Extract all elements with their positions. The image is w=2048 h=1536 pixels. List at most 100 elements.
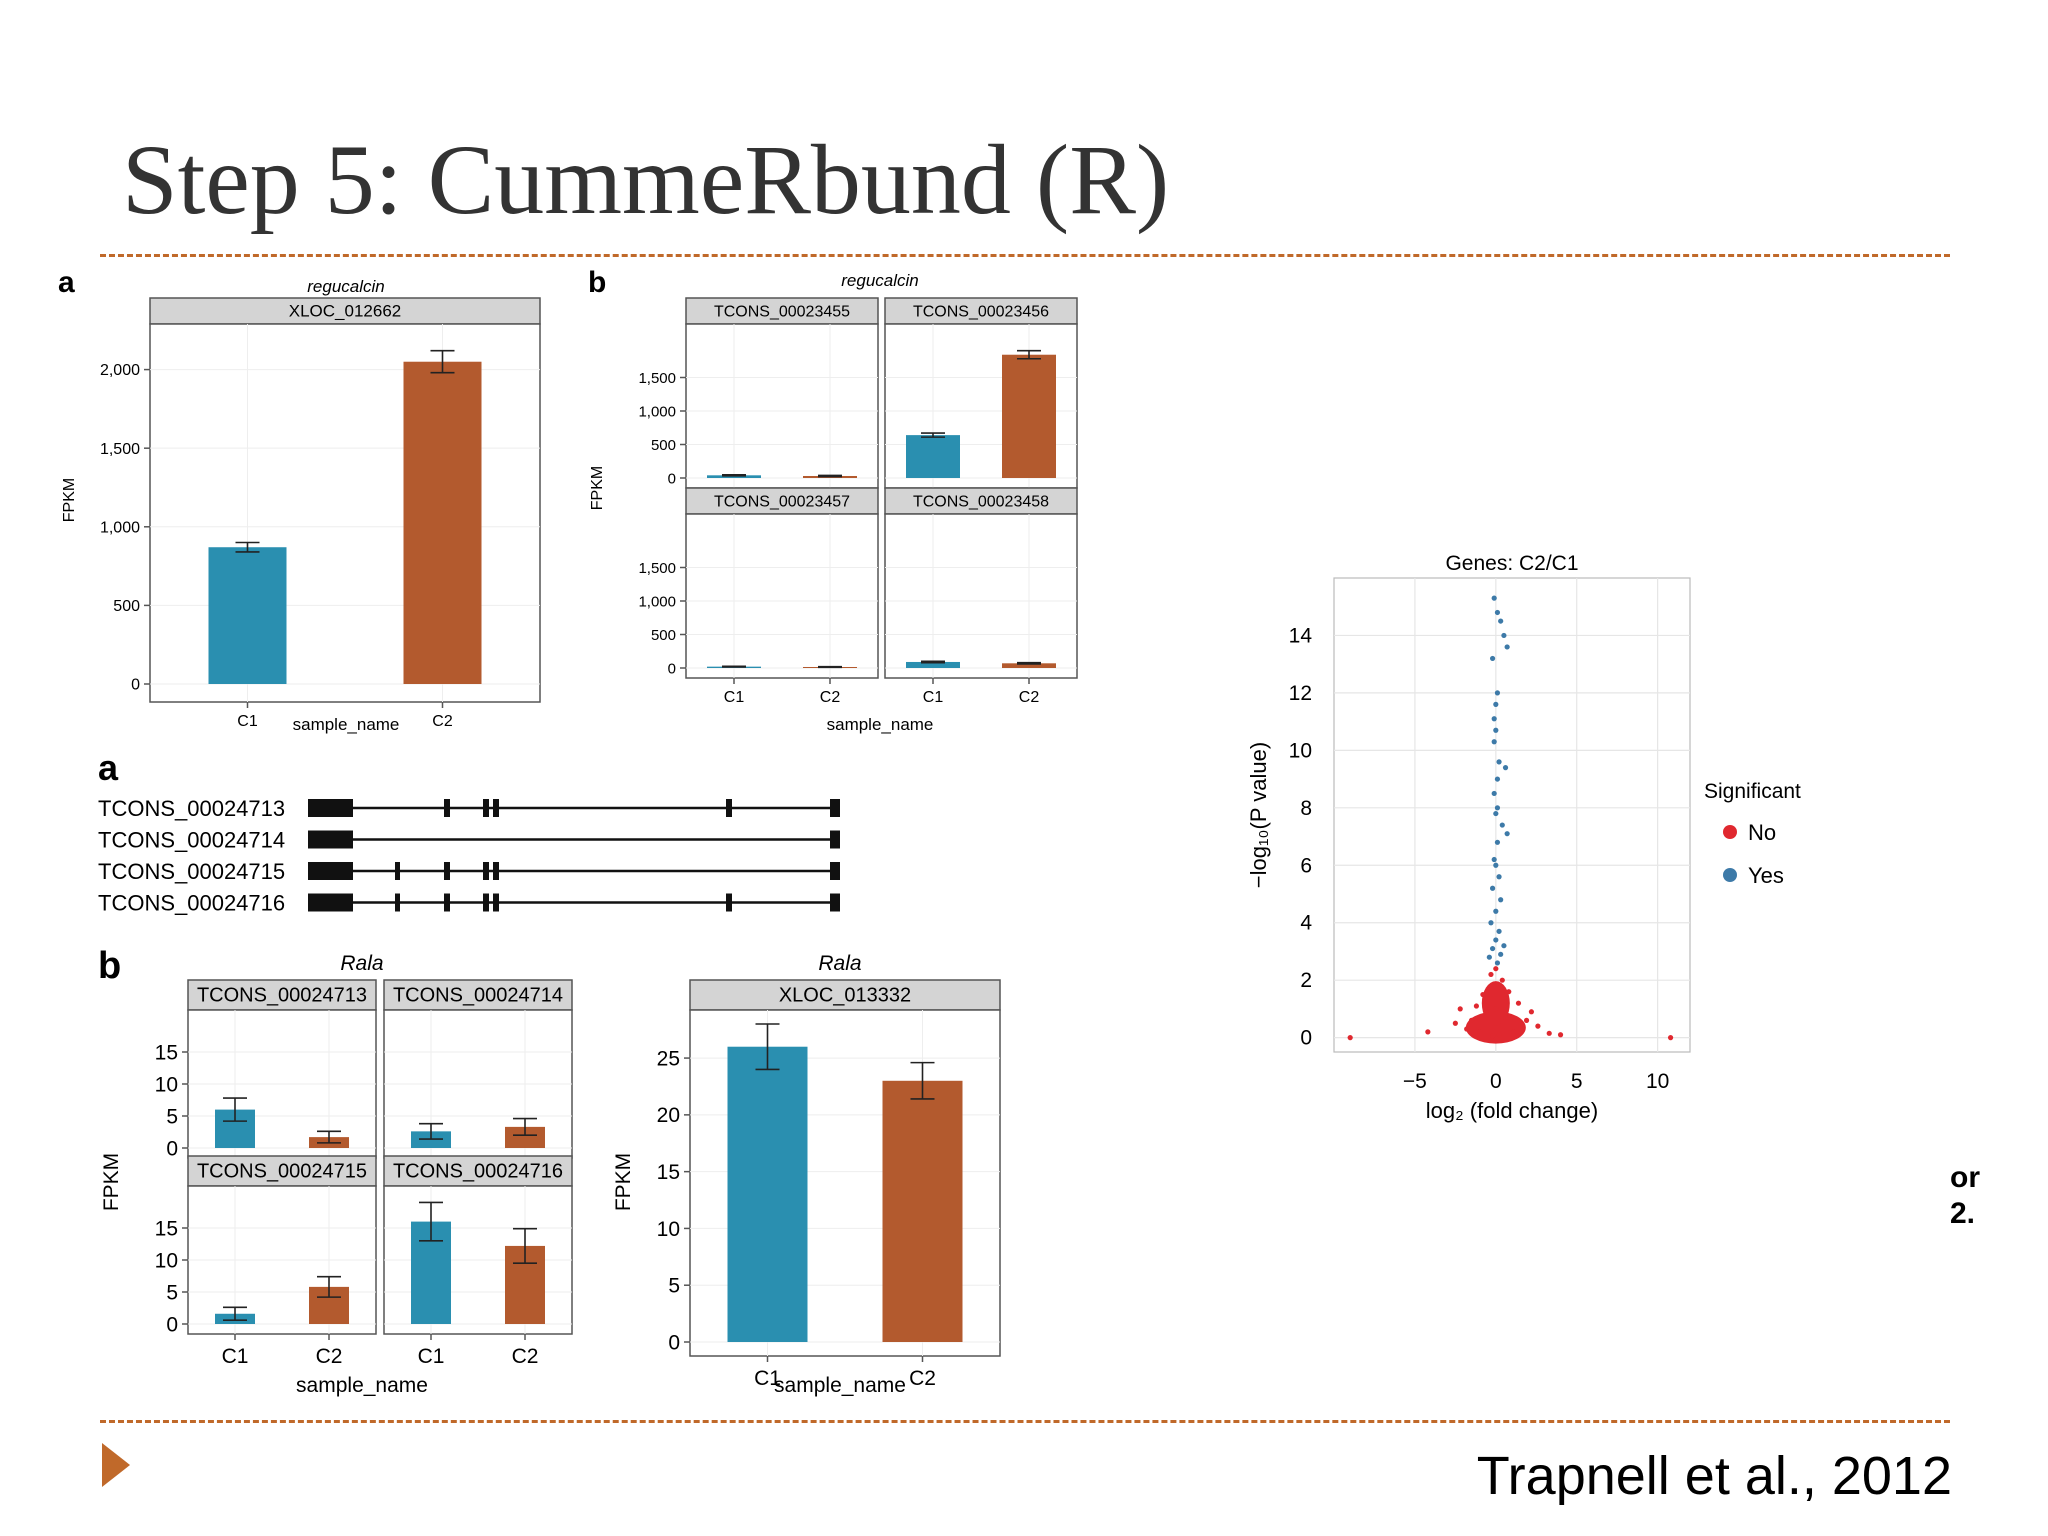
exon-block: [726, 893, 732, 912]
data-point: [1477, 1029, 1483, 1035]
gene-title: regucalcin: [307, 277, 385, 296]
legend-marker: [1723, 868, 1737, 882]
facet-label: TCONS_00023456: [913, 304, 1049, 321]
data-point: [1493, 701, 1499, 708]
data-point: [1488, 920, 1494, 926]
data-point: [1491, 716, 1497, 722]
facet-label: TCONS_00024713: [197, 985, 367, 1007]
facet-strip: [884, 487, 1078, 515]
cut-text-line: 2.: [1950, 1197, 1976, 1230]
x-tick-label: 5: [1571, 1070, 1583, 1093]
bar-c2: [1002, 354, 1056, 478]
data-point: [1502, 765, 1509, 771]
exon-block: [308, 830, 353, 849]
x-tick-label: C2: [820, 689, 841, 706]
data-point: [1493, 908, 1499, 914]
facet-label: XLOC_013332: [779, 985, 911, 1007]
x-tick-label: 10: [1646, 1070, 1669, 1093]
x-tick-label: C1: [923, 689, 944, 706]
data-point: [1511, 1029, 1517, 1035]
y-tick-label: 6: [1300, 854, 1312, 877]
transcript-name: TCONS_00024715: [98, 859, 285, 884]
x-tick-label: 0: [1490, 1070, 1502, 1093]
x-tick-label: C2: [512, 1345, 539, 1368]
rala-gene-plot: Rala XLOC_013332 0 5 10 15 20 25 C1 C2sample_name…: [612, 952, 1001, 1397]
bar-c2: [1002, 663, 1056, 668]
exon-block: [483, 799, 489, 817]
y-axis-label: FPKM: [589, 466, 606, 510]
bar-c2: [882, 1080, 963, 1342]
exon-block: [830, 893, 840, 912]
y-tick-label: 500: [651, 627, 676, 644]
data-point: [1496, 928, 1502, 934]
x-tick-label: C1: [418, 1345, 445, 1368]
data-point: [1499, 822, 1505, 828]
facet-strip: [685, 487, 879, 515]
y-tick-label: 1,000: [638, 403, 676, 420]
legend-label: Yes: [1748, 863, 1784, 888]
data-point: [1496, 1032, 1502, 1038]
data-point: [1493, 810, 1499, 817]
data-point: [1528, 1009, 1535, 1015]
exon-block: [444, 893, 450, 912]
bar-c1: [906, 435, 960, 478]
data-point: [1483, 1009, 1489, 1015]
facet-strip: [689, 979, 1001, 1011]
exon-block: [308, 799, 353, 817]
data-point: [1504, 644, 1510, 650]
facet-label: TCONS_00023455: [714, 304, 850, 321]
x-tick-label: C1: [222, 1345, 249, 1368]
y-tick-label: 15: [657, 1161, 680, 1184]
data-point: [1494, 805, 1501, 811]
slide-title: Step 5: CummeRbund (R): [122, 124, 1170, 235]
y-tick-label: 12: [1289, 682, 1312, 705]
exon-block: [444, 862, 450, 880]
exon-block: [395, 862, 400, 880]
data-point: [1501, 943, 1507, 949]
x-axis-label: sample_name: [293, 715, 400, 734]
y-tick-label: 10: [155, 1073, 178, 1096]
facet-label: TCONS_00024716: [393, 1161, 563, 1183]
data-point: [1491, 739, 1497, 745]
gene-title: Rala: [818, 952, 861, 975]
panel-letter: b: [588, 266, 606, 299]
data-point: [1496, 874, 1502, 880]
data-point: [1488, 971, 1494, 978]
data-point: [1347, 1035, 1353, 1041]
bar-c1: [208, 547, 287, 684]
x-tick-label: C1: [724, 689, 745, 706]
y-tick-label: 1,500: [100, 441, 140, 458]
exon-block: [830, 862, 840, 880]
legend-title: Significant: [1704, 780, 1801, 803]
y-tick-label: 5: [166, 1105, 178, 1128]
data-point: [1493, 862, 1499, 868]
data-point: [1494, 609, 1501, 616]
y-tick-label: 1,500: [638, 560, 676, 577]
y-tick-label: 500: [651, 437, 676, 454]
data-point: [1504, 831, 1510, 837]
data-point: [1557, 1032, 1564, 1038]
exon-block: [493, 893, 499, 912]
data-point: [1486, 954, 1492, 960]
y-tick-label: 5: [668, 1275, 680, 1298]
data-point: [1546, 1030, 1552, 1036]
bar-c1: [906, 661, 960, 668]
x-tick-label: C1: [754, 1367, 781, 1390]
facet-strip: [149, 297, 541, 325]
data-point: [1506, 989, 1512, 995]
data-point: [1489, 1033, 1496, 1039]
chart-title: Genes: C2/C1: [1445, 552, 1578, 575]
bottom-divider: [100, 1420, 1950, 1423]
y-axis-label: −log₁₀(P value): [1246, 742, 1271, 888]
data-point: [1489, 655, 1496, 662]
volcano-plot: Genes: C2/C1 −5 0 5 10 0 2 4 6 8 10 12 14 log₂ (fold …: [1246, 552, 1801, 1123]
top-divider: [100, 254, 1950, 257]
x-tick-label: −5: [1403, 1070, 1427, 1093]
facet-label: TCONS_00023458: [913, 494, 1049, 511]
x-tick-label: C1: [237, 713, 258, 730]
data-point: [1494, 839, 1501, 845]
gene-title: Rala: [340, 952, 383, 975]
data-point: [1494, 776, 1501, 782]
data-point: [1667, 1035, 1674, 1041]
data-point: [1452, 1020, 1458, 1026]
